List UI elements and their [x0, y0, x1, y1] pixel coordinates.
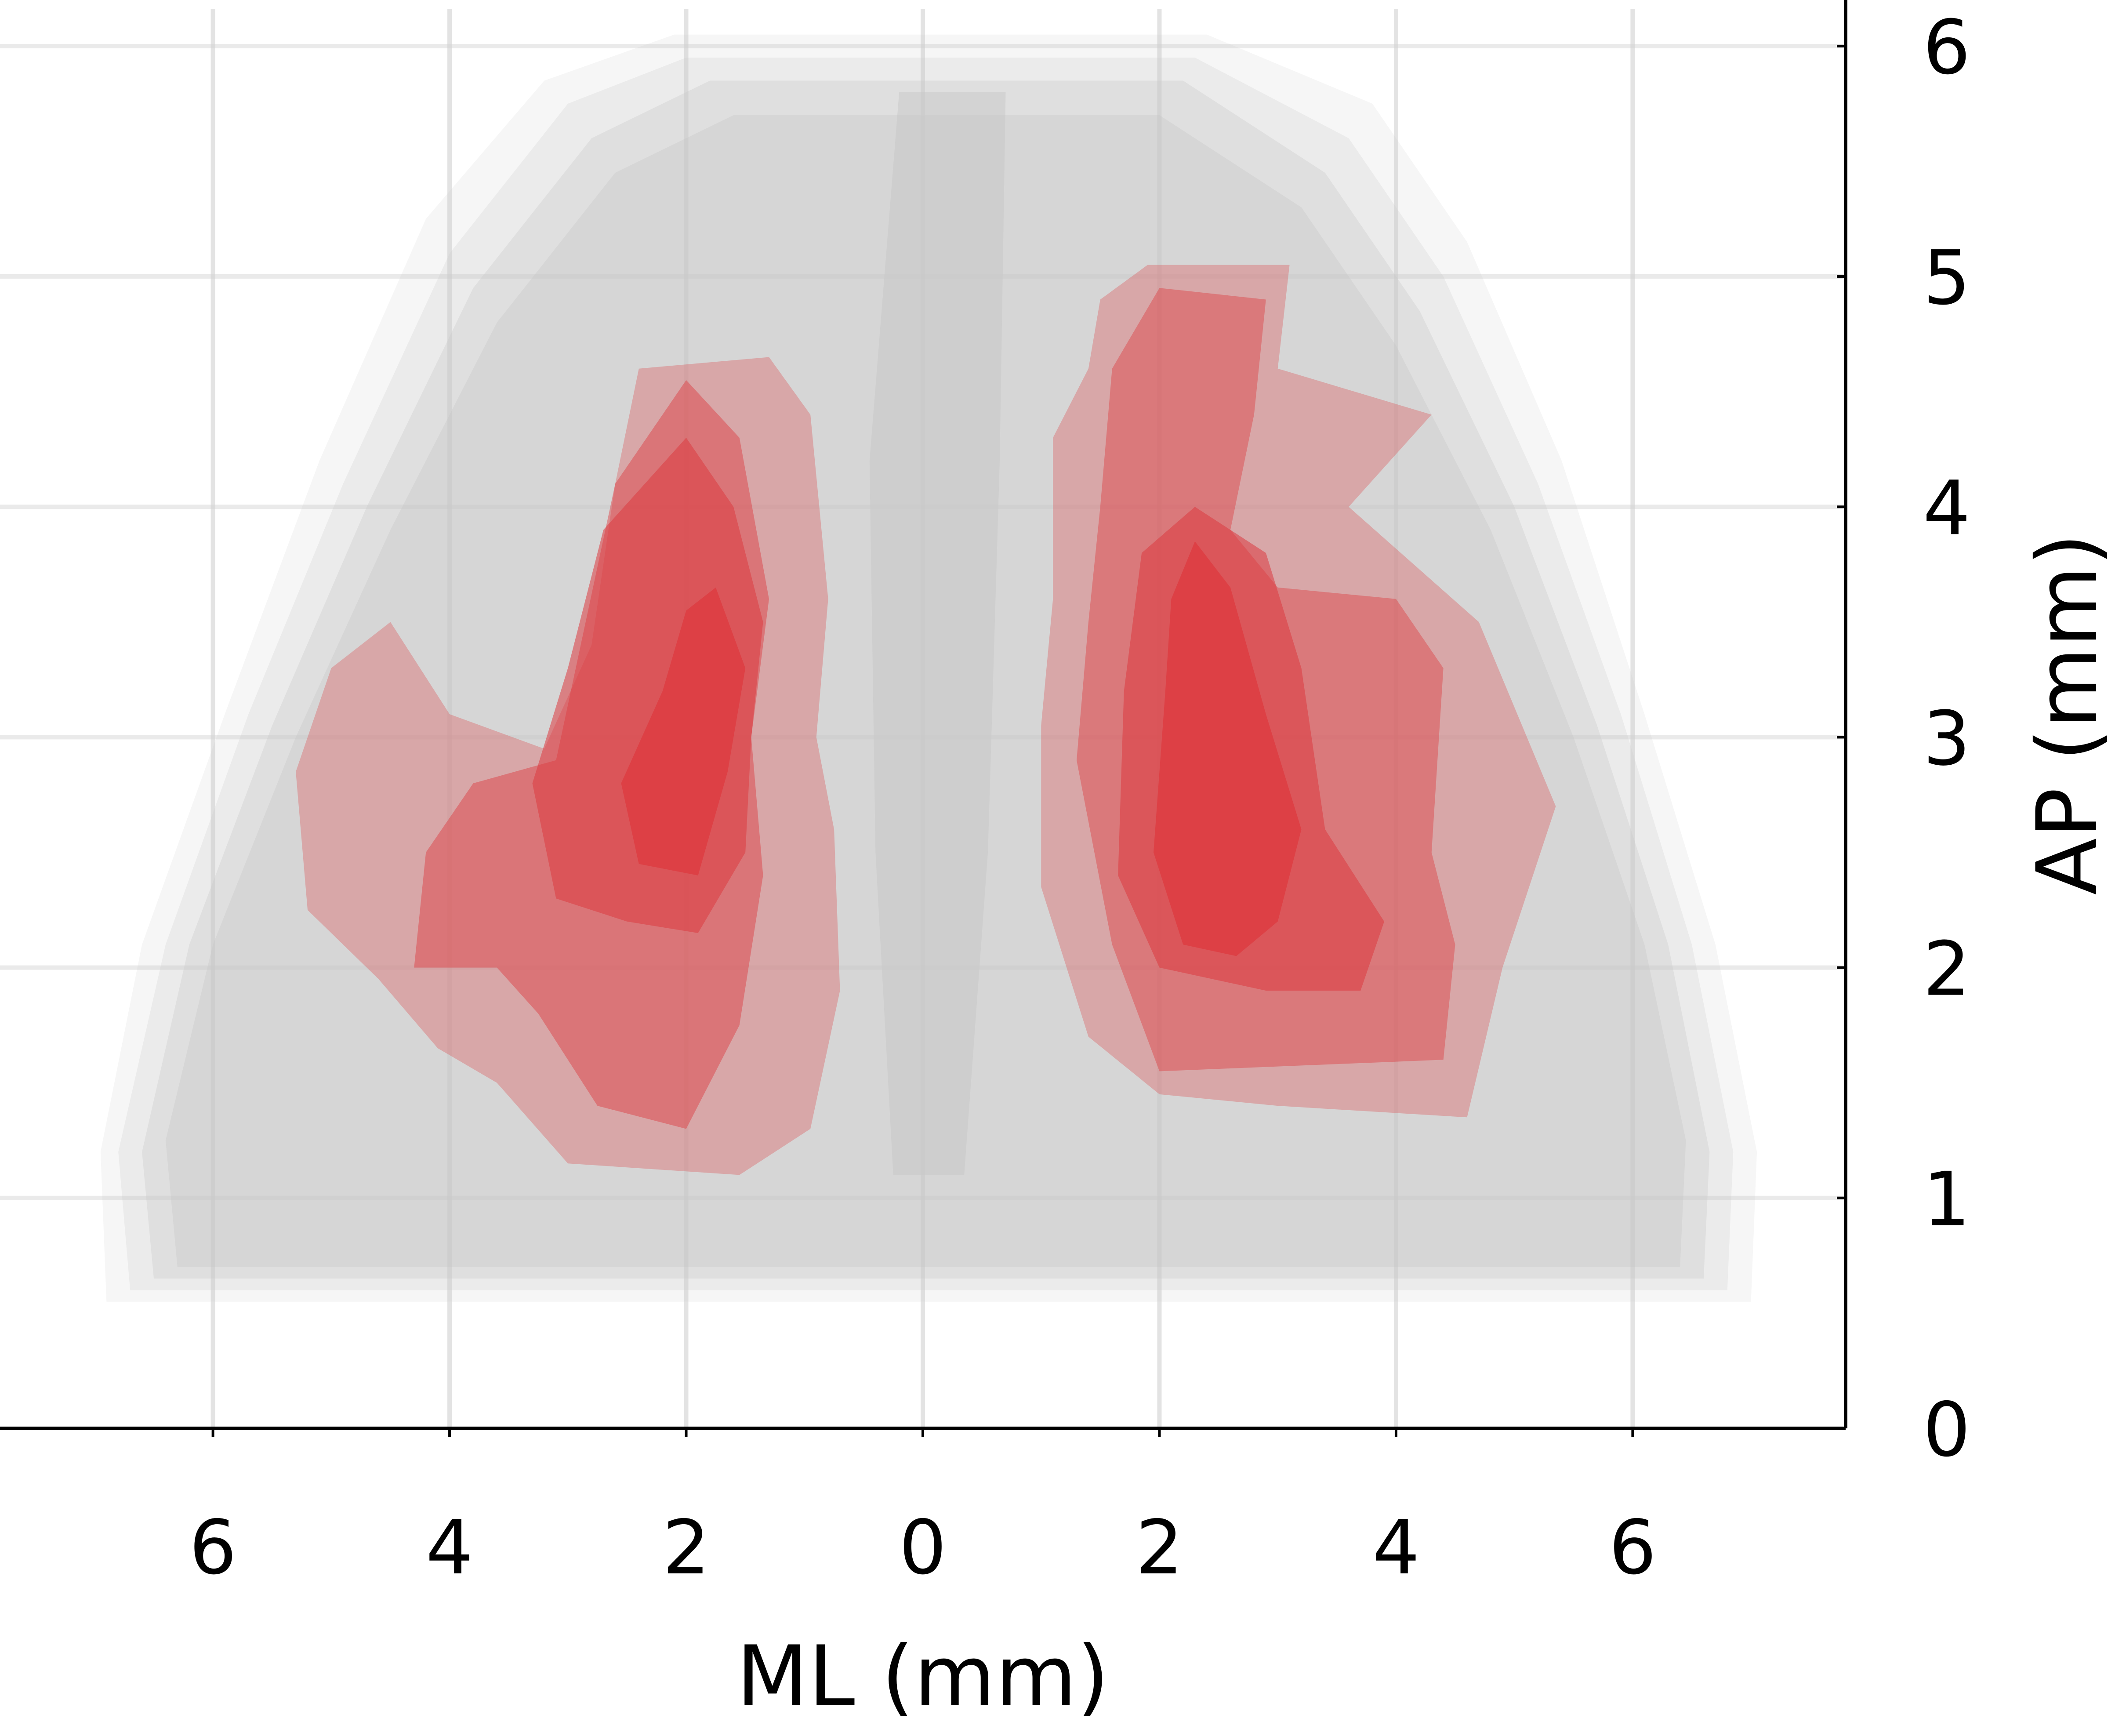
y-tick-label-4: 4 — [1923, 465, 1970, 552]
outline-layer-0-4 — [869, 92, 1006, 1175]
y-tick-label-6: 6 — [1923, 4, 1970, 91]
x-tick-label-1: 4 — [426, 1504, 473, 1591]
y-tick-label-3: 3 — [1923, 695, 1970, 782]
x-tick-label-0: 6 — [189, 1504, 237, 1591]
x-tick-label-3: 0 — [899, 1504, 947, 1591]
x-ticks: 6 4 2 0 2 4 6 — [189, 1428, 1656, 1591]
highlight-regions — [296, 265, 1556, 1175]
y-axis-title: AP (mm) — [2019, 533, 2115, 895]
x-tick-label-6: 6 — [1609, 1504, 1656, 1591]
x-tick-label-4: 2 — [1135, 1504, 1183, 1591]
y-tick-label-5: 5 — [1923, 235, 1970, 322]
region-layer-1-3 — [621, 587, 746, 875]
x-tick-label-5: 4 — [1372, 1504, 1420, 1591]
region-layer-1-7 — [1154, 541, 1302, 956]
y-tick-label-0: 0 — [1923, 1387, 1970, 1474]
y-tick-label-2: 2 — [1923, 926, 1970, 1013]
y-tick-label-1: 1 — [1923, 1156, 1970, 1243]
x-axis-title: ML (mm) — [736, 1628, 1110, 1725]
x-tick-label-2: 2 — [662, 1504, 710, 1591]
y-ticks: 0 1 2 3 4 5 6 — [1837, 4, 1970, 1474]
